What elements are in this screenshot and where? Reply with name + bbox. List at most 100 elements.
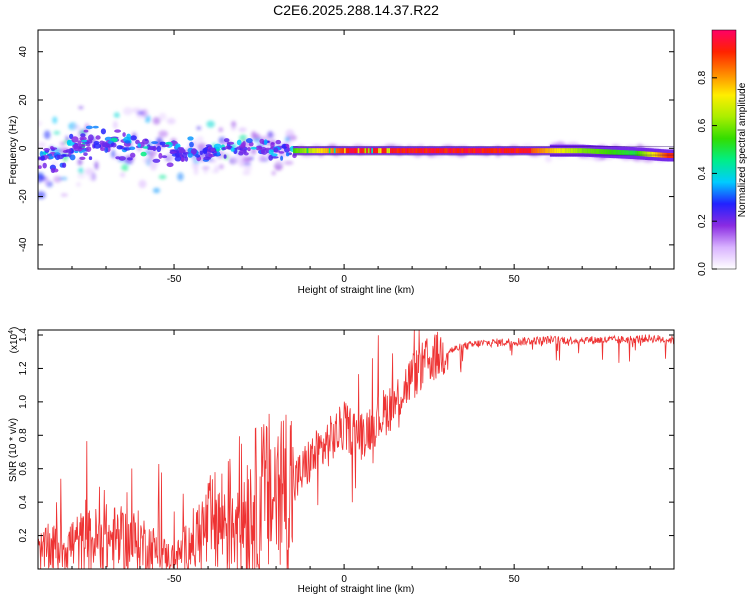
band-core	[485, 148, 488, 154]
y-tick-label: 0.4	[18, 495, 29, 509]
band-core	[606, 149, 608, 155]
band-core	[498, 148, 501, 154]
band-core	[507, 148, 510, 154]
band-core	[434, 148, 437, 154]
band-core	[651, 151, 654, 157]
band-core	[418, 148, 421, 154]
band-core	[638, 151, 641, 156]
spectrogram-spot	[88, 156, 93, 161]
band-core	[619, 150, 622, 155]
spectrogram-spot	[223, 154, 227, 159]
band-core	[383, 148, 386, 154]
snr-ylabel: SNR (10 * v/v)	[8, 418, 19, 482]
spectrogram-spot	[180, 157, 185, 162]
band-core	[667, 153, 670, 158]
band-core	[395, 148, 398, 154]
spectrogram-blob	[238, 160, 245, 167]
band-core	[655, 152, 658, 158]
spectrogram-blob	[219, 164, 224, 170]
band-core	[616, 149, 619, 155]
band-core	[587, 148, 590, 154]
band-core	[344, 148, 347, 154]
spectrogram-blob	[113, 120, 118, 130]
colorbar-gradient	[712, 30, 736, 269]
band-core	[463, 148, 466, 154]
band-core	[602, 149, 605, 155]
spectrogram-spot	[43, 148, 50, 152]
band-core	[575, 148, 578, 154]
band-core	[432, 148, 435, 154]
spectrogram-spot	[169, 151, 177, 154]
band-core	[541, 148, 544, 154]
spectrogram-blob	[38, 120, 43, 126]
spectrogram-spot	[246, 138, 253, 144]
band-core	[522, 148, 525, 154]
band-core	[311, 148, 314, 154]
band-core	[497, 148, 500, 154]
band-core	[492, 148, 494, 154]
band-core	[628, 150, 631, 156]
spectrogram-spot	[93, 143, 102, 149]
spectrogram-blob	[141, 108, 149, 117]
band-core	[384, 148, 387, 154]
spectrogram-blob	[121, 164, 129, 172]
band-core	[349, 148, 352, 154]
snr-frame	[37, 329, 675, 570]
band-core	[408, 148, 411, 154]
band-core	[390, 148, 392, 154]
spectrogram-spot	[95, 135, 101, 140]
band-core	[558, 148, 561, 154]
cbar-tick-label: 0.4	[697, 166, 708, 180]
band-core	[444, 148, 447, 154]
spectrogram-spot	[156, 145, 162, 153]
spectrogram-blob	[197, 142, 207, 149]
band-core	[573, 148, 576, 154]
band-core	[589, 148, 591, 154]
band-core	[640, 151, 642, 157]
band-core	[361, 148, 364, 154]
band-core	[425, 148, 428, 154]
band-core	[624, 150, 627, 156]
band-core	[417, 148, 420, 154]
spectrogram-spot	[216, 151, 221, 156]
spectrogram-spot	[227, 145, 233, 150]
band-core	[303, 148, 306, 154]
band-core	[672, 153, 674, 158]
band-core	[352, 148, 355, 154]
y-tick-label: 0.8	[18, 428, 29, 442]
band-core	[493, 148, 496, 154]
spectrogram-blob	[231, 126, 236, 132]
spectrogram-spots	[38, 125, 300, 173]
spectrogram-blob	[53, 131, 61, 135]
spectrogram-blob	[58, 177, 68, 181]
band-core	[456, 148, 459, 154]
spectrogram-band	[293, 144, 674, 162]
spectrogram-xlabel: Height of straight line (km)	[298, 285, 415, 296]
snr-ticks: -50 0 50 0.2 0.4 0.6 0.8 1.0 1.2 1.4	[18, 328, 674, 585]
spectrogram-spot	[165, 141, 172, 145]
spectrogram-spot	[278, 151, 285, 154]
band-core	[543, 148, 546, 154]
band-core	[646, 151, 649, 157]
cbar-tick-label: 0.0	[697, 262, 708, 276]
spectrogram-spot	[213, 143, 222, 150]
spectrogram-spot	[85, 125, 93, 130]
band-core	[296, 148, 299, 154]
band-core	[342, 148, 345, 154]
spectrogram-spot	[223, 138, 230, 143]
spectrogram-blob	[191, 161, 200, 170]
band-core	[503, 148, 506, 154]
spectrogram-spot	[250, 146, 257, 150]
spectrogram-blob	[113, 112, 120, 118]
spectrogram-blob	[52, 116, 58, 124]
band-core	[560, 148, 563, 154]
band-core	[415, 148, 418, 154]
band-core	[495, 148, 498, 154]
spectrogram-spot	[124, 140, 131, 144]
band-core	[555, 148, 557, 154]
band-core	[539, 148, 542, 154]
band-core	[572, 148, 574, 154]
y-tick-label: 1.4	[18, 328, 29, 342]
band-core	[526, 148, 529, 154]
